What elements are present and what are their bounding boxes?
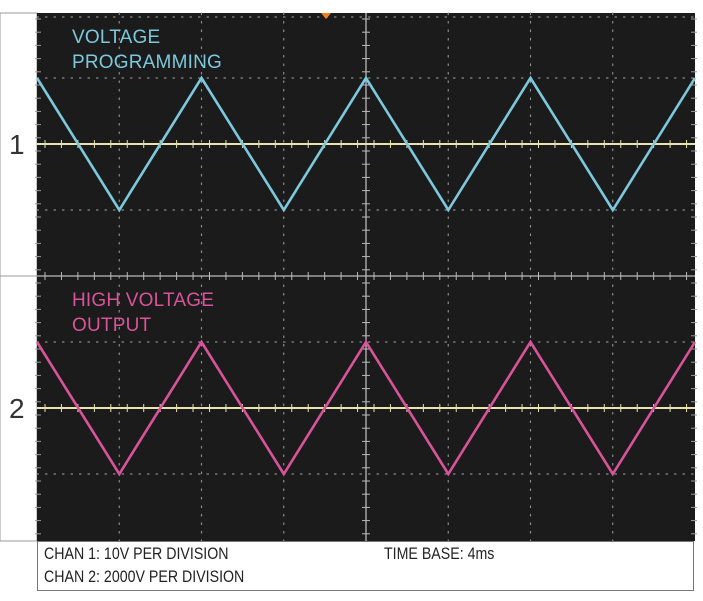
traces [35,75,697,477]
channel-1-number: 1 [9,129,25,160]
channel-1-scale-text: CHAN 1: 10V PER DIVISION [44,545,229,563]
reference-lines [37,140,695,412]
trigger-marker-icon [321,13,331,19]
channel-2-scale-text: CHAN 2: 2000V PER DIVISION [44,568,245,586]
channel-2-label-line-1: HIGH VOLTAGE [72,290,214,311]
graticule [35,12,697,542]
channel-gutter [0,12,38,542]
scale-info-panel: CHAN 1: 10V PER DIVISION CHAN 2: 2000V P… [37,541,694,591]
channel-1-trace [35,75,697,213]
channel-2-label-line-2: OUTPUT [72,315,151,336]
channel-1-label-line-1: VOLTAGE [72,27,160,48]
channel-2-number: 2 [9,393,25,424]
channel-2-trace [35,339,697,477]
time-base-text: TIME BASE: 4ms [384,545,495,563]
channel-1-label-line-2: PROGRAMMING [72,52,222,73]
